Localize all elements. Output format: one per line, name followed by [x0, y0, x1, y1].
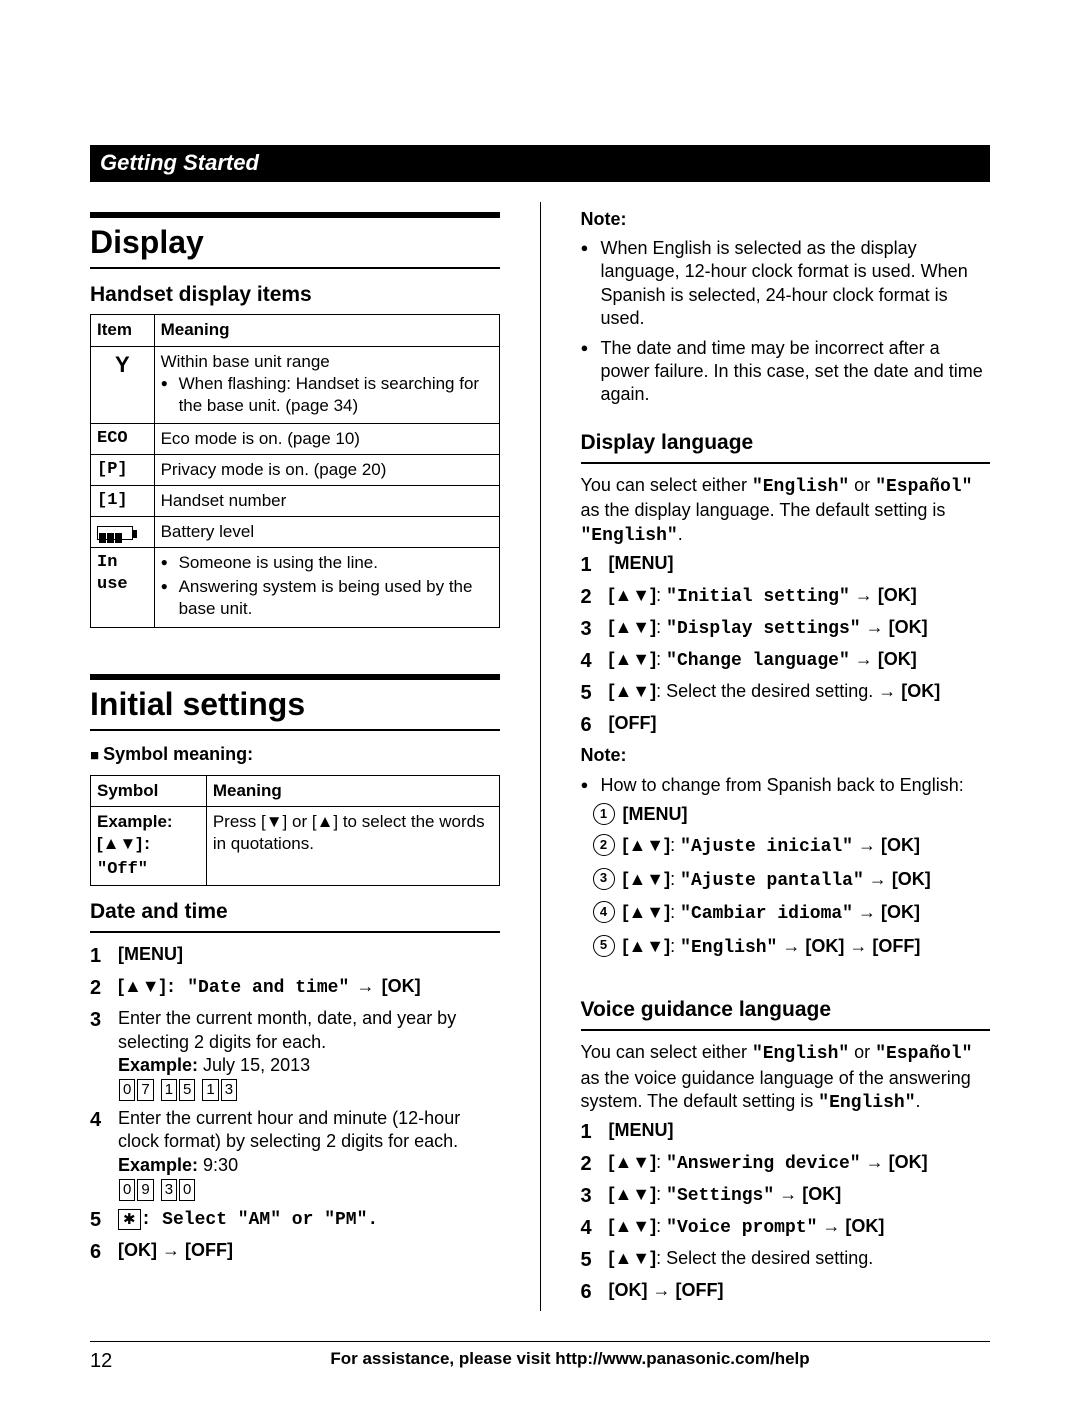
- display-language-heading: Display language: [581, 429, 991, 456]
- handset-items-subheading: Handset display items: [90, 281, 500, 308]
- spanish-note: How to change from Spanish back to Engli…: [581, 774, 991, 797]
- digit-key: 0: [119, 1179, 135, 1201]
- rule: [90, 212, 500, 218]
- note-label: Note:: [581, 208, 991, 231]
- col-meaning: Meaning: [154, 315, 499, 346]
- item-1: [1]: [91, 486, 155, 517]
- rule: [581, 1029, 991, 1031]
- spanish-steps: 1[MENU] 2[▲▼]: "Ajuste inicial" → [OK] 3…: [593, 803, 991, 960]
- example-label: Example:: [118, 1055, 198, 1075]
- meaning-eco: Eco mode is on. (page 10): [154, 423, 499, 454]
- symbol-table: Symbol Meaning Example: [▲▼]: "Off" Pres…: [90, 775, 500, 886]
- rule: [581, 462, 991, 464]
- note-label: Note:: [581, 744, 991, 767]
- date-time-heading: Date and time: [90, 898, 500, 925]
- note-text: The date and time may be incorrect after…: [601, 337, 991, 407]
- meaning-battery: Battery level: [154, 517, 499, 548]
- voice-guidance-steps: [MENU] [▲▼]: "Answering device" → [OK] […: [581, 1119, 991, 1305]
- circled-3: 3: [593, 868, 615, 890]
- date-time-steps: [MENU] [▲▼]: "Date and time" → [OK] Ente…: [90, 943, 500, 1264]
- antenna-icon: Y: [115, 352, 130, 377]
- help-url: For assistance, please visit http://www.…: [150, 1348, 990, 1374]
- two-column-layout: Display Handset display items Item Meani…: [90, 202, 990, 1312]
- circled-4: 4: [593, 901, 615, 923]
- rule: [90, 674, 500, 680]
- digit-key: 1: [202, 1079, 218, 1101]
- rule: [90, 267, 500, 269]
- example-label: Example:: [118, 1155, 198, 1175]
- item-inuse: In use: [91, 548, 155, 627]
- note-text: When English is selected as the display …: [601, 237, 991, 331]
- display-items-table: Item Meaning Y Within base unit range Wh…: [90, 314, 500, 627]
- off-key: [OFF]: [609, 713, 657, 733]
- digit-key: 1: [161, 1079, 177, 1101]
- ok-off: [OK] → [OFF]: [118, 1240, 233, 1260]
- battery-icon: [97, 526, 133, 540]
- section-header: Getting Started: [90, 145, 990, 182]
- display-heading: Display: [90, 222, 500, 264]
- initial-settings-heading: Initial settings: [90, 684, 500, 726]
- digit-key: 7: [137, 1079, 153, 1101]
- manual-page: Getting Started Display Handset display …: [0, 0, 1080, 1404]
- ok-key: [OK]: [382, 976, 421, 996]
- table-row: ECO Eco mode is on. (page 10): [91, 423, 500, 454]
- nav-glyph: [▲▼]: [97, 834, 142, 853]
- menu-key: [MENU]: [118, 944, 183, 964]
- col-item: Item: [91, 315, 155, 346]
- ok-off: [OK] → [OFF]: [609, 1280, 724, 1300]
- digit-key: 0: [179, 1179, 195, 1201]
- menu-key: [MENU]: [609, 1120, 674, 1140]
- page-number: 12: [90, 1348, 150, 1374]
- voice-guidance-heading: Voice guidance language: [581, 996, 991, 1023]
- table-row: [P] Privacy mode is on. (page 20): [91, 454, 500, 485]
- step-text: Enter the current hour and minute (12-ho…: [118, 1108, 460, 1151]
- table-row: Example: [▲▼]: "Off" Press [▼] or [▲] to…: [91, 806, 500, 885]
- col-meaning: Meaning: [206, 775, 499, 806]
- digit-key: 3: [161, 1179, 177, 1201]
- example-text: 9:30: [198, 1155, 238, 1175]
- table-row: [1] Handset number: [91, 486, 500, 517]
- rule: [90, 729, 500, 731]
- item-p: [P]: [91, 454, 155, 485]
- circled-2: 2: [593, 834, 615, 856]
- star-key: ✱: [118, 1209, 141, 1231]
- example-label: Example:: [97, 812, 173, 831]
- symbol-meaning-label: ■Symbol meaning:: [90, 743, 500, 766]
- menu-key: [MENU]: [609, 553, 674, 573]
- example-text: July 15, 2013: [198, 1055, 310, 1075]
- nav-key: [▲▼]: [118, 976, 166, 996]
- inuse-bullet: Answering system is being used by the ba…: [179, 576, 493, 620]
- table-row: Y Within base unit range When flashing: …: [91, 346, 500, 423]
- display-language-intro: You can select either "English" or "Espa…: [581, 474, 991, 548]
- inuse-bullet: Someone is using the line.: [179, 552, 378, 574]
- right-column: Note: When English is selected as the di…: [581, 202, 991, 1312]
- table-row: In use Someone is using the line. Answer…: [91, 548, 500, 627]
- digit-key: 9: [137, 1179, 153, 1201]
- display-language-steps: [MENU] [▲▼]: "Initial setting" → [OK] [▲…: [581, 552, 991, 738]
- step-text: : Select "AM" or "PM".: [141, 1210, 379, 1230]
- notes-list: When English is selected as the display …: [581, 237, 991, 407]
- meaning-1: Handset number: [154, 486, 499, 517]
- symbol-meaning: Press [▼] or [▲] to select the words in …: [206, 806, 499, 885]
- left-column: Display Handset display items Item Meani…: [90, 202, 500, 1312]
- digit-key: 3: [221, 1079, 237, 1101]
- table-row: Battery level: [91, 517, 500, 548]
- note-text: How to change from Spanish back to Engli…: [601, 774, 964, 797]
- step-code: : "Date and time" →: [166, 978, 382, 998]
- circled-1: 1: [593, 803, 615, 825]
- meaning-p: Privacy mode is on. (page 20): [154, 454, 499, 485]
- step-text: Enter the current month, date, and year …: [118, 1008, 456, 1051]
- col-symbol: Symbol: [91, 775, 207, 806]
- item-eco: ECO: [91, 423, 155, 454]
- column-divider: [540, 202, 541, 1312]
- page-footer: 12 For assistance, please visit http://w…: [90, 1341, 990, 1374]
- voice-guidance-intro: You can select either "English" or "Espa…: [581, 1041, 991, 1115]
- meaning-text: Within base unit range: [161, 352, 330, 371]
- rule: [90, 931, 500, 933]
- circled-5: 5: [593, 935, 615, 957]
- digit-key: 0: [119, 1079, 135, 1101]
- digit-key: 5: [179, 1079, 195, 1101]
- meaning-bullet: When flashing: Handset is searching for …: [179, 373, 493, 417]
